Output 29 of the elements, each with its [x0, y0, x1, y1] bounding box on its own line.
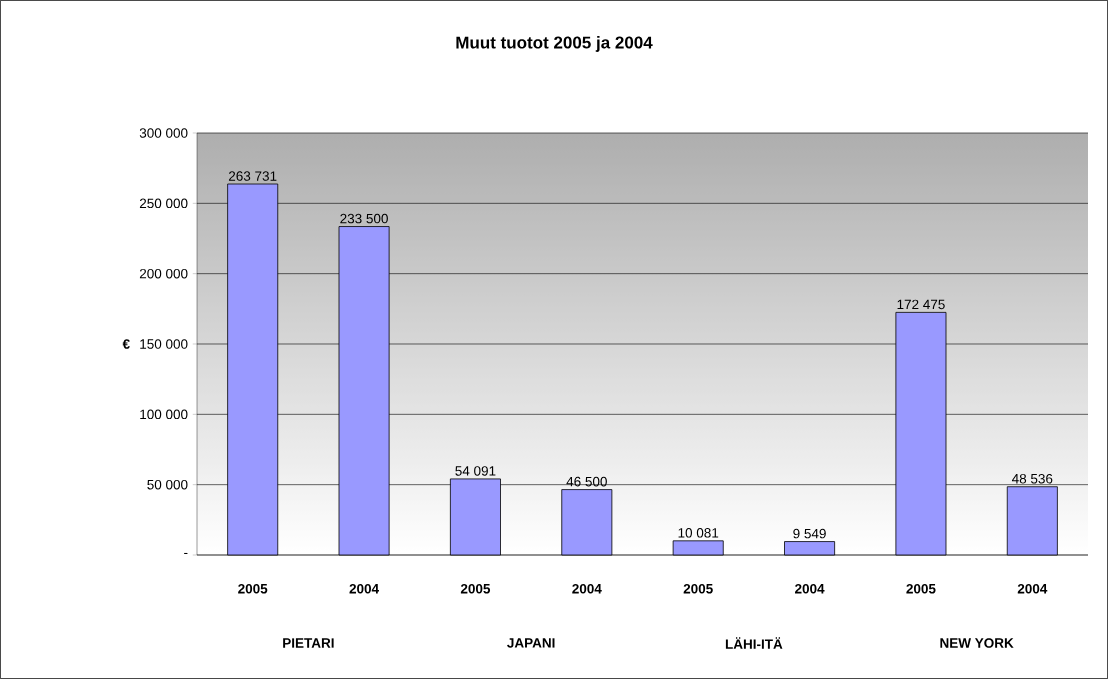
text: PIETARI [283, 638, 334, 648]
y-tick-label: 100 000 [140, 409, 188, 420]
data-label: 263 731 [228, 171, 277, 181]
y-tick-label: 150 000 [140, 339, 188, 349]
y-tick-label: 50 000 [147, 479, 188, 490]
x-tick-label: 2005 [683, 583, 713, 594]
y-tick-label: 300 000 [139, 128, 188, 138]
text: LÄHI-ITÄ [725, 637, 783, 649]
x-tick-label: 2005 [460, 583, 491, 594]
x-tick-label: 2004 [1017, 583, 1048, 594]
y-axis-title: € [122, 339, 130, 349]
data-label: 54 091 [455, 466, 496, 476]
x-tick-label: 2004 [572, 583, 602, 594]
x-tick-label: 2005 [906, 583, 936, 594]
x-tick-label: 2004 [349, 583, 379, 594]
x-tick-label: 2004 [795, 583, 825, 594]
y-tick-label: - [184, 552, 188, 554]
y-tick-label: 250 000 [139, 198, 188, 209]
text: NEW YORK [940, 638, 1014, 648]
data-label: 48 536 [1011, 473, 1053, 484]
text: JAPANI [507, 638, 555, 648]
chart-title: Muut tuotot 2005 ja 2004 [456, 36, 653, 52]
data-label: 233 500 [340, 213, 388, 224]
data-label: 10 081 [678, 528, 719, 538]
data-label: 172 475 [897, 299, 945, 310]
y-tick-label: 200 000 [139, 268, 188, 279]
x-tick-label: 2005 [238, 583, 268, 594]
data-label: 9 549 [793, 528, 826, 539]
data-label: 46 500 [566, 476, 607, 487]
